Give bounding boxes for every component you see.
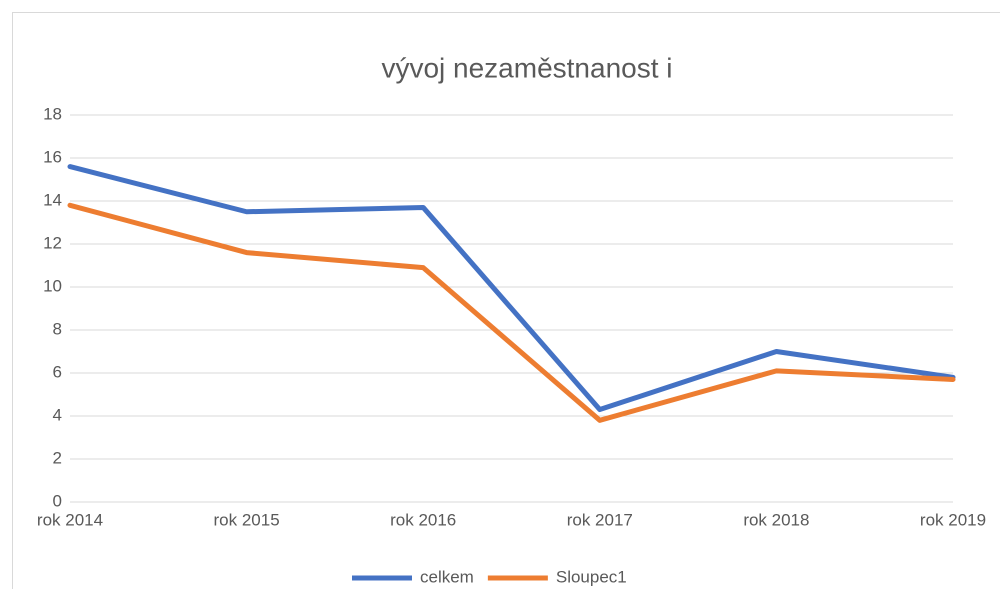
y-tick-label: 0 (53, 491, 62, 510)
chart-title: vývoj nezaměstnanost i (381, 52, 672, 83)
y-tick-label: 12 (43, 233, 62, 252)
y-tick-label: 2 (53, 448, 62, 467)
legend-label: Sloupec1 (556, 567, 627, 586)
y-tick-label: 4 (53, 405, 62, 424)
x-tick-label: rok 2015 (214, 510, 280, 529)
x-tick-label: rok 2017 (567, 510, 633, 529)
line-series (67, 164, 956, 413)
y-tick-label: 10 (43, 276, 62, 295)
legend-label: celkem (420, 567, 474, 586)
y-tick-label: 18 (43, 104, 62, 123)
y-tick-label: 6 (53, 362, 62, 381)
x-tick-label: rok 2018 (743, 510, 809, 529)
x-tick-label: rok 2014 (37, 510, 103, 529)
x-tick-label: rok 2016 (390, 510, 456, 529)
line-series (67, 202, 956, 423)
chart-frame (12, 12, 1000, 589)
y-tick-label: 8 (53, 319, 62, 338)
x-tick-label: rok 2019 (920, 510, 986, 529)
y-tick-label: 14 (43, 190, 62, 209)
y-tick-label: 16 (43, 147, 62, 166)
